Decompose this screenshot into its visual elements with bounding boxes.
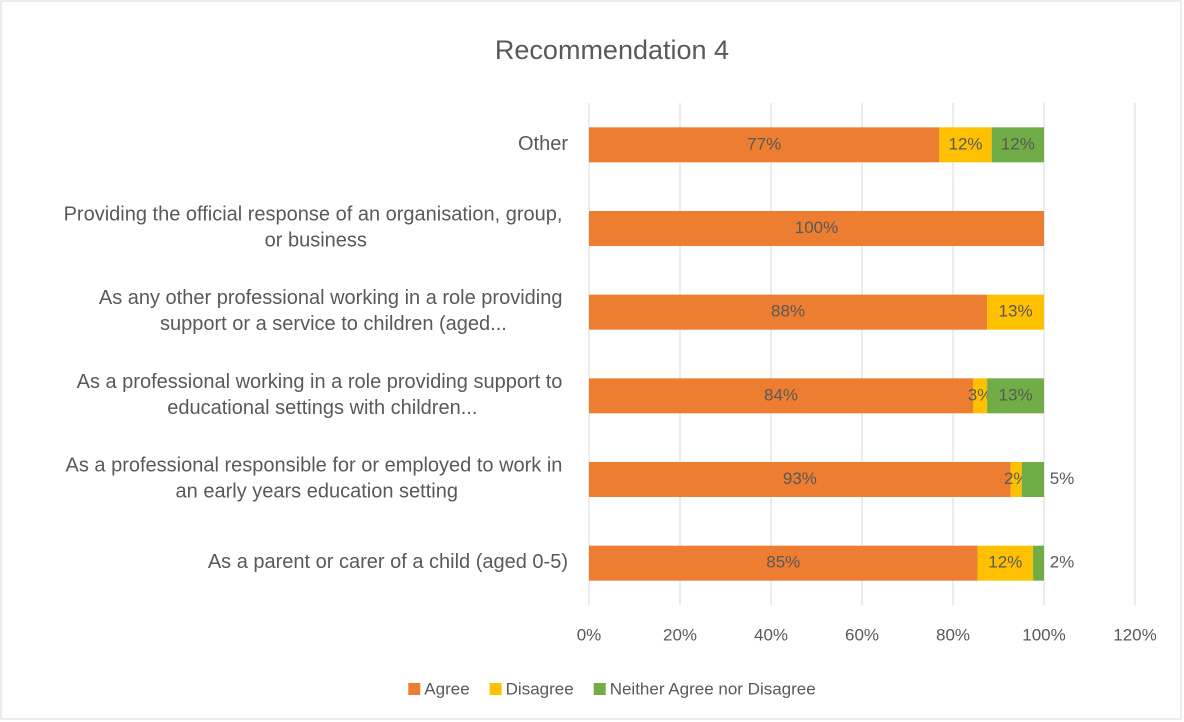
y-tick-label: As any other professional working in a r… bbox=[99, 287, 568, 335]
y-tick-label: Providing the official response of an or… bbox=[64, 204, 568, 252]
data-label: 12% bbox=[1001, 134, 1035, 153]
data-label: 2% bbox=[1050, 553, 1075, 572]
data-label: 13% bbox=[999, 302, 1033, 321]
data-label: 88% bbox=[771, 302, 805, 321]
legend: Agree Disagree Neither Agree nor Disagree bbox=[408, 679, 816, 698]
x-tick-label: 40% bbox=[754, 625, 788, 644]
bar-segment bbox=[1010, 462, 1022, 497]
bar-segment bbox=[589, 462, 1011, 497]
x-tick-label: 20% bbox=[663, 625, 697, 644]
data-label: 13% bbox=[999, 385, 1033, 404]
y-tick-label: As a parent or carer of a child (aged 0-… bbox=[208, 551, 568, 573]
data-label: 12% bbox=[988, 553, 1022, 572]
data-label: 5% bbox=[1050, 469, 1075, 488]
bar-segment bbox=[1033, 545, 1044, 581]
chart-title: Recommendation 4 bbox=[495, 35, 729, 65]
y-tick-label: As a professional working in a role prov… bbox=[77, 371, 568, 419]
legend-swatch bbox=[593, 683, 606, 695]
data-label: 3% bbox=[968, 385, 993, 404]
y-tick-label: Other bbox=[518, 133, 568, 155]
data-label: 77% bbox=[747, 134, 781, 153]
x-tick-label: 100% bbox=[1022, 625, 1065, 644]
bar-segment bbox=[939, 127, 992, 163]
data-label: 12% bbox=[948, 134, 982, 153]
data-label: 100% bbox=[795, 218, 838, 237]
bar-segment bbox=[1021, 462, 1044, 497]
x-tick-label: 60% bbox=[845, 625, 879, 644]
legend-swatch bbox=[408, 683, 421, 695]
bar-segment bbox=[991, 127, 1044, 163]
data-label: 93% bbox=[783, 469, 817, 488]
x-tick-label: 80% bbox=[936, 625, 970, 644]
legend-label: Agree bbox=[424, 679, 469, 698]
x-tick-label: 0% bbox=[577, 625, 602, 644]
bar-segment bbox=[589, 294, 988, 330]
bar-segment bbox=[987, 378, 1044, 414]
data-label: 85% bbox=[766, 553, 800, 572]
legend-label: Disagree bbox=[506, 679, 574, 698]
legend-swatch bbox=[489, 683, 502, 695]
y-tick-label: As a professional responsible for or emp… bbox=[66, 455, 568, 503]
data-label: 84% bbox=[764, 385, 798, 404]
x-tick-label: 120% bbox=[1113, 625, 1156, 644]
bar-segment bbox=[589, 211, 1044, 246]
bar-segment bbox=[987, 294, 1044, 330]
bar-segment bbox=[589, 545, 978, 581]
bar-segment bbox=[589, 127, 940, 163]
bar-segment bbox=[973, 378, 988, 414]
bar-segment bbox=[589, 378, 974, 414]
legend-label: Neither Agree nor Disagree bbox=[610, 679, 816, 698]
bar-segment bbox=[977, 545, 1034, 581]
